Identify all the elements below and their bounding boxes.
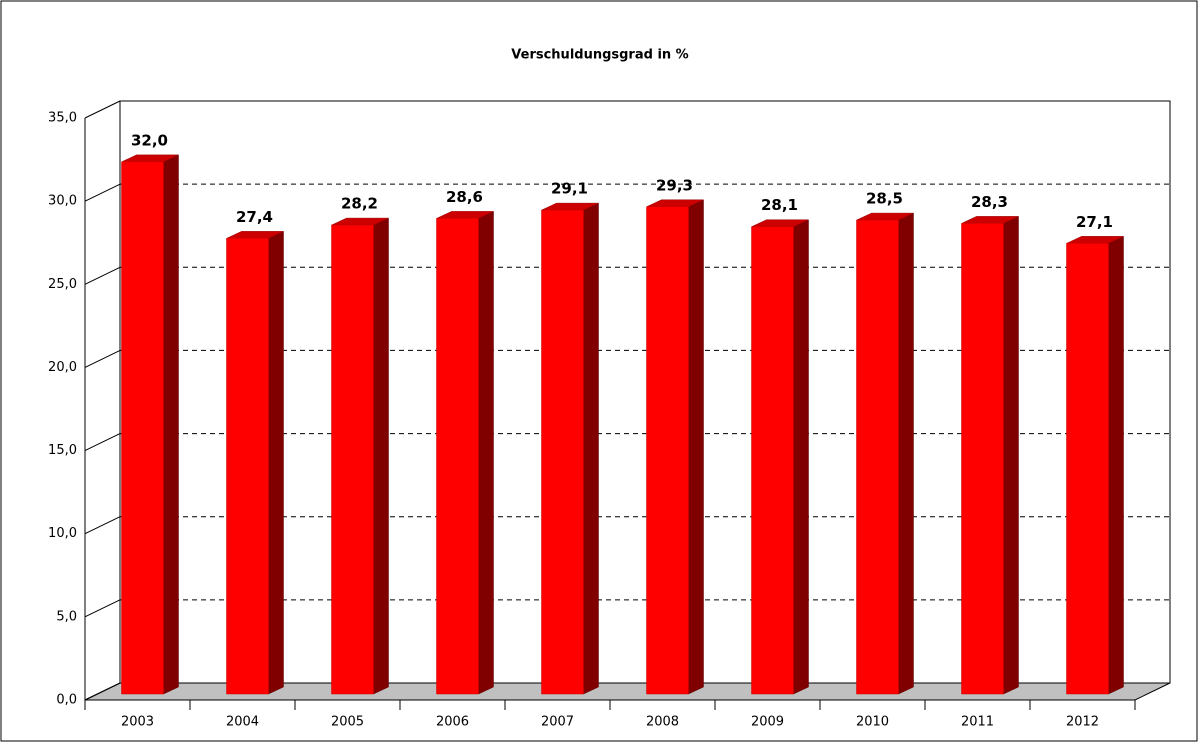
- data-label: 28,6: [446, 188, 483, 206]
- bar: [1066, 243, 1109, 695]
- data-label: 27,4: [236, 208, 273, 226]
- bar: [226, 238, 269, 695]
- data-label: 27,1: [1076, 213, 1113, 231]
- y-tick-label: 0,0: [56, 693, 77, 708]
- bar: [331, 224, 374, 695]
- x-tick-label: 2010: [856, 715, 889, 730]
- y-tick: [84, 100, 121, 119]
- data-label: 32,0: [131, 131, 168, 149]
- data-label: 29,1: [551, 180, 588, 198]
- y-tick: [84, 349, 121, 368]
- bar-side: [583, 202, 599, 695]
- bar: [856, 219, 899, 695]
- x-tick-label: 2011: [961, 715, 994, 730]
- y-tick: [84, 183, 121, 202]
- bar-side: [373, 217, 389, 695]
- x-tick-label: 2003: [121, 715, 154, 730]
- x-tick-label: 2009: [751, 715, 784, 730]
- x-tick-label: 2012: [1066, 715, 1099, 730]
- bar-side: [898, 212, 914, 695]
- y-tick-label: 5,0: [56, 609, 77, 624]
- y-tick-label: 10,0: [48, 526, 77, 541]
- bar: [541, 209, 584, 695]
- bar-side: [1108, 235, 1124, 695]
- bar: [961, 223, 1004, 695]
- y-tick-label: 30,0: [48, 194, 77, 209]
- y-tick: [84, 682, 121, 701]
- bar-side: [688, 199, 704, 695]
- y-tick-label: 15,0: [48, 443, 77, 458]
- bar-side: [478, 211, 494, 695]
- bar: [121, 161, 164, 695]
- data-label: 28,1: [761, 196, 798, 214]
- data-label: 28,3: [971, 193, 1008, 211]
- bar-side: [163, 154, 179, 695]
- bar-side: [268, 230, 284, 695]
- y-tick: [84, 266, 121, 285]
- x-tick-label: 2006: [436, 715, 469, 730]
- y-tick-label: 25,0: [48, 277, 77, 292]
- data-label: 29,3: [656, 176, 693, 194]
- bar: [436, 218, 479, 695]
- x-tick-label: 2007: [541, 715, 574, 730]
- chart-title: Verschuldungsgrad in %: [511, 48, 688, 63]
- bar-side: [793, 219, 809, 695]
- bar: [646, 206, 689, 695]
- bar: [751, 226, 794, 695]
- x-tick-label: 2004: [226, 715, 259, 730]
- y-tick-label: 35,0: [48, 111, 77, 126]
- y-tick: [84, 599, 121, 618]
- y-tick: [84, 433, 121, 452]
- x-tick-label: 2008: [646, 715, 679, 730]
- data-label: 28,5: [866, 190, 903, 208]
- bar-side: [1003, 216, 1019, 695]
- y-tick: [84, 516, 121, 535]
- y-tick-label: 20,0: [48, 360, 77, 375]
- x-tick-label: 2005: [331, 715, 364, 730]
- data-label: 28,2: [341, 195, 378, 213]
